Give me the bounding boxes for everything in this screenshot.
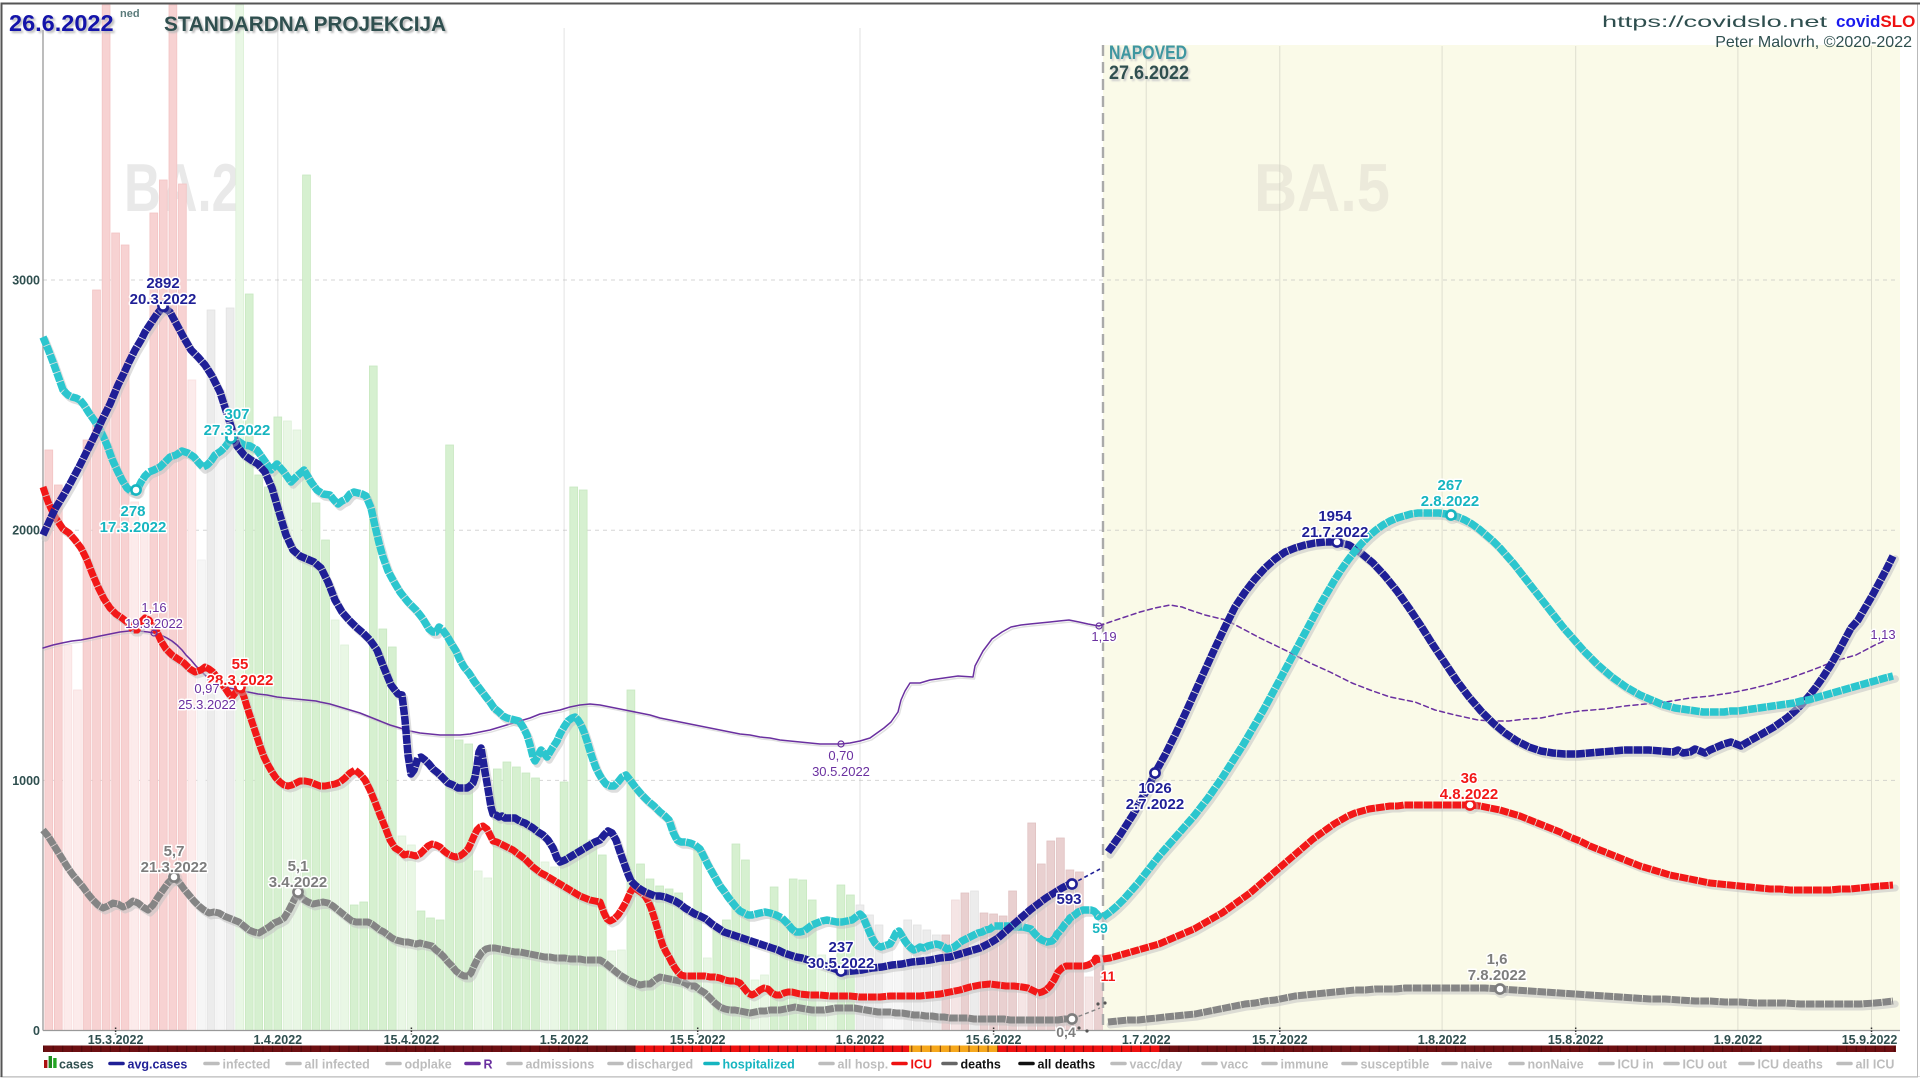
svg-text:5,7: 5,7 [164, 843, 185, 860]
svg-text:20.3.2022: 20.3.2022 [130, 291, 197, 308]
svg-text:infected: infected [223, 1058, 271, 1072]
svg-text:discharged: discharged [627, 1058, 694, 1072]
svg-text:15.4.2022: 15.4.2022 [384, 1033, 440, 1047]
svg-text:19.3.2022: 19.3.2022 [125, 616, 183, 631]
svg-text:ICU in: ICU in [1618, 1058, 1654, 1072]
svg-text:1000: 1000 [12, 774, 40, 788]
svg-text:nonNaive: nonNaive [1528, 1058, 1584, 1072]
svg-text:all infected: all infected [305, 1058, 370, 1072]
svg-text:1.6.2022: 1.6.2022 [836, 1033, 885, 1047]
svg-text:ICU deaths: ICU deaths [1758, 1058, 1823, 1072]
svg-text:all deaths: all deaths [1038, 1058, 1096, 1072]
svg-text:15.6.2022: 15.6.2022 [966, 1033, 1022, 1047]
svg-text:5,1: 5,1 [288, 858, 309, 875]
svg-text:1.8.2022: 1.8.2022 [1418, 1033, 1467, 1047]
svg-text:ICU out: ICU out [1683, 1058, 1728, 1072]
svg-text:immune: immune [1281, 1058, 1329, 1072]
svg-text:28.3.2022: 28.3.2022 [207, 672, 274, 689]
svg-text:Peter Malovrh, ©2020-2022: Peter Malovrh, ©2020-2022 [1715, 34, 1912, 51]
svg-text:0,97: 0,97 [194, 681, 219, 696]
svg-text:odplake: odplake [405, 1058, 452, 1072]
svg-text:1.9.2022: 1.9.2022 [1714, 1033, 1763, 1047]
svg-text:2.7.2022: 2.7.2022 [1126, 796, 1184, 813]
svg-text:27.6.2022: 27.6.2022 [1109, 63, 1189, 84]
svg-text:2892: 2892 [146, 275, 179, 292]
svg-text:3000: 3000 [12, 274, 40, 288]
svg-text:BA.5: BA.5 [1254, 150, 1390, 226]
svg-text:2.8.2022: 2.8.2022 [1421, 493, 1479, 510]
svg-text:7.8.2022: 7.8.2022 [1468, 967, 1526, 984]
svg-text:avg.cases: avg.cases [128, 1058, 188, 1072]
svg-text:susceptible: susceptible [1361, 1058, 1430, 1072]
svg-text:1,6: 1,6 [1487, 951, 1508, 968]
svg-text:593: 593 [1056, 891, 1081, 908]
svg-text:R: R [484, 1058, 493, 1072]
svg-text:55: 55 [232, 656, 249, 673]
svg-text:30.5.2022: 30.5.2022 [808, 955, 875, 972]
svg-text:1026: 1026 [1138, 780, 1171, 797]
svg-text:15.5.2022: 15.5.2022 [670, 1033, 726, 1047]
svg-text:15.9.2022: 15.9.2022 [1842, 1033, 1898, 1047]
svg-text:hospitalized: hospitalized [723, 1058, 795, 1072]
svg-text:17.3.2022: 17.3.2022 [100, 519, 167, 536]
svg-text:cases: cases [59, 1058, 94, 1072]
svg-text:1,19: 1,19 [1091, 629, 1116, 644]
svg-text:1954: 1954 [1318, 508, 1352, 525]
svg-text:deaths: deaths [961, 1058, 1001, 1072]
svg-text:STANDARDNA PROJEKCIJA: STANDARDNA PROJEKCIJA [164, 12, 446, 36]
svg-text:11: 11 [1101, 968, 1116, 984]
svg-text:36: 36 [1461, 770, 1478, 787]
svg-text:25.3.2022: 25.3.2022 [178, 697, 236, 712]
svg-text:all hosp.: all hosp. [838, 1058, 889, 1072]
svg-text:15.7.2022: 15.7.2022 [1252, 1033, 1308, 1047]
svg-text:admissions: admissions [526, 1058, 595, 1072]
svg-text:21.7.2022: 21.7.2022 [1302, 524, 1369, 541]
svg-text:vacc: vacc [1221, 1058, 1249, 1072]
svg-text:26.6.2022: 26.6.2022 [9, 10, 114, 36]
svg-text:ned: ned [120, 8, 140, 20]
svg-text:15.8.2022: 15.8.2022 [1548, 1033, 1604, 1047]
svg-text:307: 307 [224, 406, 249, 423]
svg-text:1,16: 1,16 [141, 600, 166, 615]
svg-text:3.4.2022: 3.4.2022 [269, 874, 327, 891]
svg-text:30.5.2022: 30.5.2022 [812, 764, 870, 779]
svg-text:15.3.2022: 15.3.2022 [88, 1033, 144, 1047]
svg-text:https://covidslo.net: https://covidslo.net [1602, 14, 1828, 31]
svg-text:1.7.2022: 1.7.2022 [1122, 1033, 1171, 1047]
svg-text:ICU: ICU [911, 1058, 933, 1072]
svg-text:vacc/day: vacc/day [1130, 1058, 1183, 1072]
svg-text:278: 278 [120, 503, 145, 520]
svg-text:0: 0 [33, 1024, 40, 1038]
svg-text:21.3.2022: 21.3.2022 [141, 859, 208, 876]
svg-text:1.4.2022: 1.4.2022 [253, 1033, 302, 1047]
svg-text:267: 267 [1437, 477, 1462, 494]
svg-text:1.5.2022: 1.5.2022 [540, 1033, 589, 1047]
svg-text:0,4: 0,4 [1056, 1024, 1076, 1040]
svg-text:naive: naive [1461, 1058, 1493, 1072]
svg-text:2000: 2000 [12, 524, 40, 538]
svg-text:27.3.2022: 27.3.2022 [204, 422, 271, 439]
svg-text:0,70: 0,70 [828, 748, 853, 763]
svg-text:all ICU: all ICU [1856, 1058, 1895, 1072]
svg-text:covidSLO: covidSLO [1836, 12, 1915, 31]
svg-text:1,13: 1,13 [1870, 627, 1895, 642]
svg-text:59: 59 [1092, 920, 1108, 936]
svg-text:NAPOVED: NAPOVED [1109, 43, 1187, 64]
svg-text:4.8.2022: 4.8.2022 [1440, 786, 1498, 803]
svg-text:237: 237 [828, 939, 853, 956]
